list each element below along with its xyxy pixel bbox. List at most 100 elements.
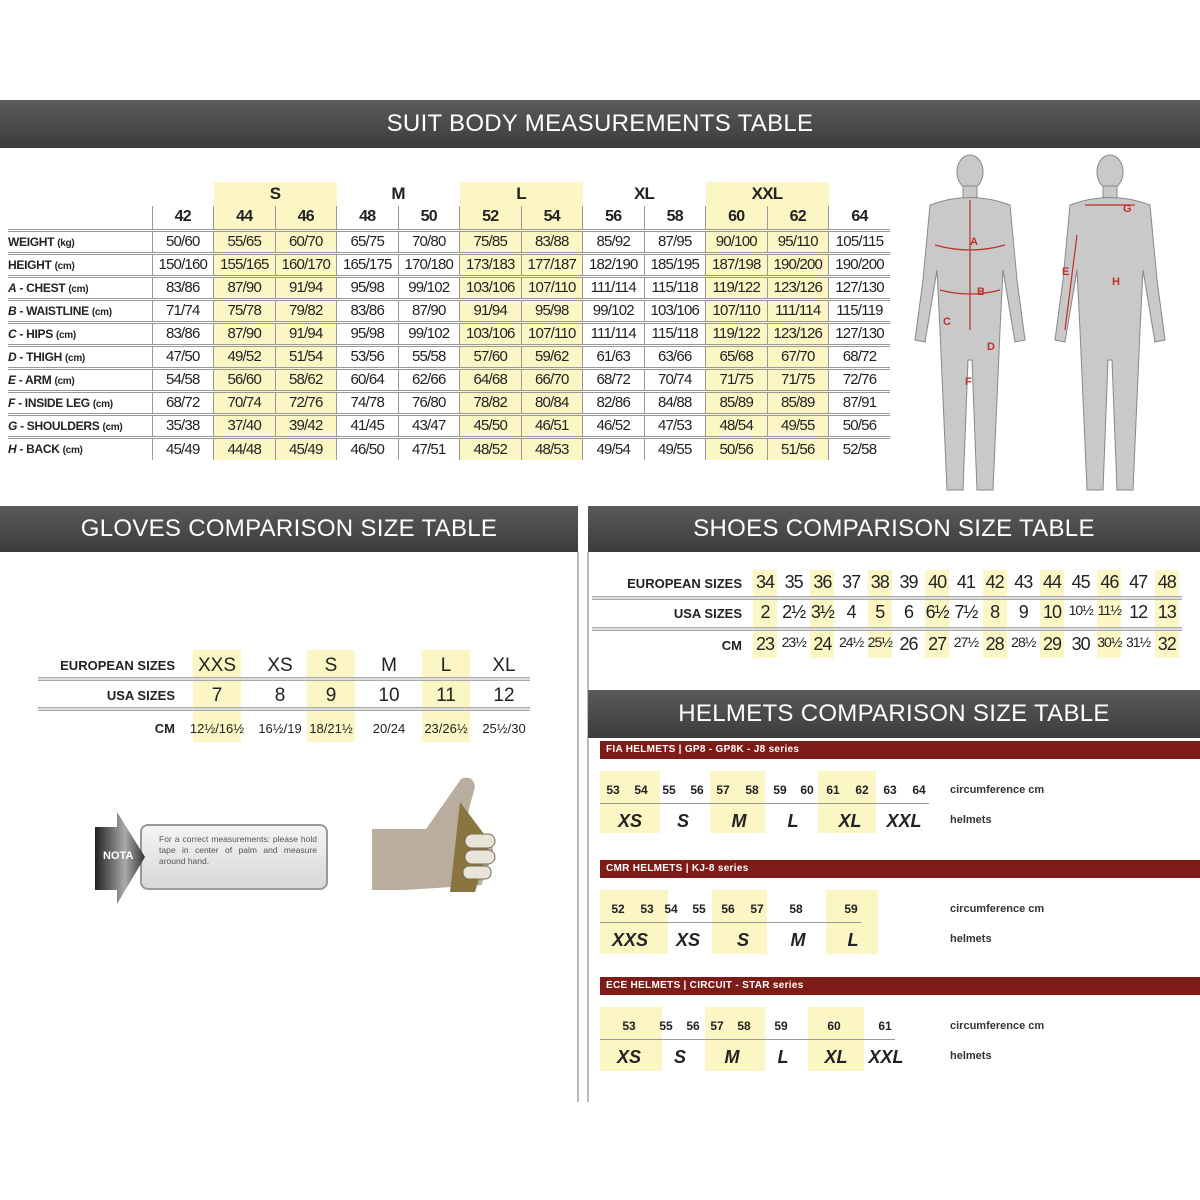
row-letter: C	[8, 326, 17, 341]
table-cell: 46/52	[582, 412, 644, 437]
helmet-size: XS	[617, 811, 643, 831]
table-cell: 52/58	[828, 435, 890, 460]
circumference-value: 61	[826, 783, 840, 797]
table-cell: 70/74	[643, 366, 706, 391]
size-cell: 27	[928, 634, 947, 654]
table-cell: 115/118	[643, 274, 706, 299]
table-cell: 70/74	[213, 389, 275, 414]
circumference-value: 61	[878, 1019, 892, 1033]
table-row: E - ARM (cm) 54/58 56/60 58/62 60/64 62/66 64/…	[8, 366, 890, 391]
nota-badge: NOTA	[103, 850, 134, 862]
helmet-size: XXS	[611, 930, 649, 950]
helmet-size: XS	[616, 1047, 642, 1067]
size-group-label: XXL	[705, 182, 829, 206]
table-cell: 95/98	[336, 274, 398, 299]
table-cell: 49/55	[643, 435, 706, 460]
circumference-value: 59	[773, 783, 787, 797]
size-cell: 36	[813, 572, 832, 592]
size-number: 50	[397, 206, 460, 230]
size-cell: 4	[846, 602, 857, 622]
table-cell: 56/60	[213, 366, 275, 391]
figure-label: H	[1112, 276, 1120, 288]
table-cell: 87/90	[213, 320, 275, 345]
table-cell: 68/72	[582, 366, 644, 391]
table-cell: 57/60	[459, 343, 521, 368]
circumference-label: circumference cm	[950, 1020, 1045, 1032]
row-label: WEIGHT (kg)	[8, 228, 152, 253]
table-cell: 66/70	[520, 366, 583, 391]
gloves-banner: GLOVES COMPARISON SIZE TABLE	[0, 506, 578, 552]
rule	[600, 803, 929, 804]
size-cell: 35	[784, 572, 804, 592]
row-name: - ARM	[15, 372, 52, 387]
size-number: 58	[643, 206, 706, 230]
row-label: C - HIPS (cm)	[8, 320, 152, 345]
table-cell: 85/92	[582, 228, 644, 253]
size-cell: 30½	[1097, 634, 1122, 650]
table-cell: 91/94	[459, 297, 521, 322]
row-label: USA SIZES	[106, 688, 175, 703]
table-cell: 190/200	[828, 251, 890, 276]
table-cell: 99/102	[397, 320, 460, 345]
circumference-value: 57	[750, 902, 764, 916]
row-letter: G	[8, 418, 18, 433]
size-group-label: XL	[633, 184, 655, 203]
divider	[577, 552, 579, 1102]
size-cell: 40	[928, 572, 947, 592]
table-row: B - WAISTLINE (cm) 71/74 75/78 79/82 83/86 87…	[8, 297, 890, 322]
size-cell: 9	[325, 685, 337, 706]
circumference-value: 54	[634, 783, 648, 797]
size-cell: 12	[493, 685, 515, 706]
size-cell: 8	[990, 602, 1000, 622]
size-cell: XS	[267, 655, 293, 676]
table-cell: 95/110	[766, 228, 829, 253]
circumference-value: 59	[844, 902, 858, 916]
table-cell: 49/55	[766, 412, 829, 437]
nota-callout: NOTA For a correct measurements: please …	[95, 812, 330, 904]
highlight-column	[1154, 570, 1179, 658]
row-label: F - INSIDE LEG (cm)	[8, 389, 152, 414]
row-name: - HIPS	[16, 326, 53, 341]
table-cell: 72/76	[274, 389, 337, 414]
table-row: F - INSIDE LEG (cm) 68/72 70/74 72/76 74/78 7…	[8, 389, 890, 414]
size-cell: 37	[842, 572, 861, 592]
size-cell: 23	[755, 634, 775, 654]
table-cell: 55/65	[213, 228, 275, 253]
table-cell: 182/190	[582, 251, 644, 276]
size-number: 64	[828, 206, 890, 230]
size-number: 44	[213, 206, 275, 230]
size-cell: 11½	[1097, 602, 1122, 618]
suit-banner: SUIT BODY MEASUREMENTS TABLE	[0, 100, 1200, 148]
table-cell: 48/53	[520, 435, 583, 460]
table-cell: 41/45	[336, 412, 398, 437]
table-cell: 71/75	[705, 366, 767, 391]
size-cell: 24	[813, 634, 832, 654]
size-cell: 29	[1042, 634, 1062, 654]
size-cell: 42	[985, 572, 1005, 592]
table-row: WEIGHT (kg) 50/60 55/65 60/70 65/75 70/80 75/8…	[8, 228, 890, 253]
figure-label: F	[965, 376, 972, 388]
table-cell: 48/54	[705, 412, 767, 437]
size-group-label: M	[391, 184, 405, 203]
helmet-size: XXL	[886, 811, 922, 831]
table-cell: 65/75	[336, 228, 398, 253]
table-cell: 58/62	[274, 366, 337, 391]
helmet-size: L	[847, 930, 859, 950]
size-cell: 11	[436, 685, 456, 706]
size-cell: 12½/16½	[189, 721, 245, 736]
table-cell: 107/110	[520, 320, 583, 345]
table-cell: 64/68	[459, 366, 521, 391]
table-cell: 123/126	[766, 274, 829, 299]
row-label: HEIGHT (cm)	[8, 251, 152, 276]
row-unit: (kg)	[57, 237, 75, 249]
row-unit: (cm)	[102, 421, 123, 433]
table-cell: 105/115	[828, 228, 890, 253]
table-cell: 90/100	[705, 228, 767, 253]
circumference-label: circumference cm	[950, 903, 1045, 915]
table-cell: 87/90	[213, 274, 275, 299]
row-unit: (cm)	[62, 445, 83, 457]
table-cell: 119/122	[705, 274, 767, 299]
table-cell: 50/60	[151, 228, 214, 253]
circumference-value: 60	[827, 1019, 841, 1033]
circumference-value: 53	[622, 1019, 636, 1033]
